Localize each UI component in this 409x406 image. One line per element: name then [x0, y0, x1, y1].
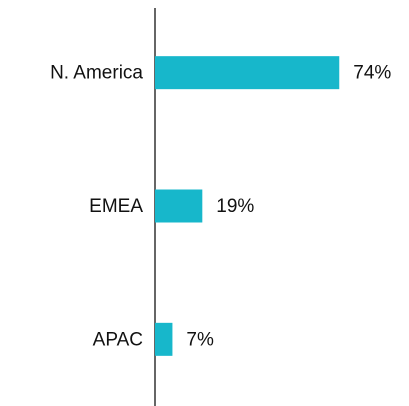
bar — [155, 189, 203, 223]
value-label: 7% — [186, 329, 214, 350]
bar — [155, 322, 173, 356]
category-label: EMEA — [89, 196, 143, 217]
bar — [155, 56, 340, 90]
value-label: 74% — [353, 63, 391, 84]
category-label: N. America — [50, 63, 143, 84]
value-label: 19% — [216, 196, 254, 217]
category-label: APAC — [93, 329, 143, 350]
